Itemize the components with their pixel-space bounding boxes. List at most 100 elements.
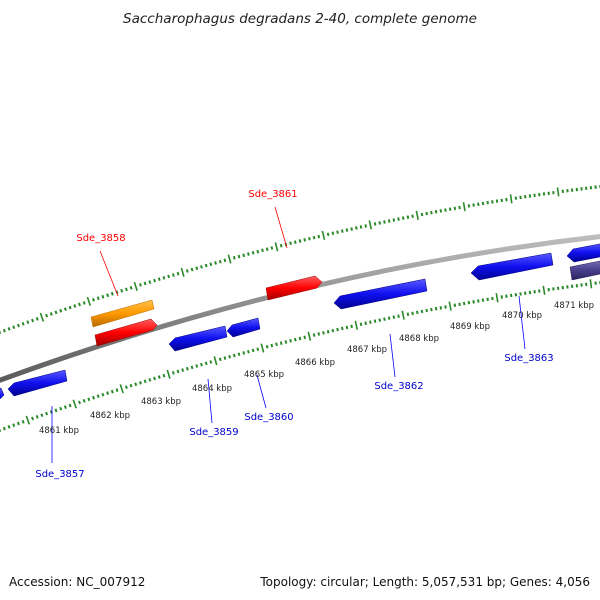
major-tick bbox=[448, 301, 452, 311]
minor-tick bbox=[270, 343, 274, 348]
gene-sde-3863[interactable] bbox=[470, 252, 554, 281]
gene-label[interactable]: Sde_3860 bbox=[244, 412, 293, 423]
minor-tick bbox=[458, 205, 461, 210]
minor-tick bbox=[481, 298, 485, 302]
minor-tick bbox=[500, 295, 503, 299]
minor-tick bbox=[190, 365, 194, 370]
gene-other-partial[interactable] bbox=[569, 260, 600, 281]
minor-tick bbox=[303, 238, 307, 242]
minor-tick bbox=[247, 252, 250, 256]
minor-tick bbox=[16, 421, 20, 426]
minor-tick bbox=[434, 306, 438, 311]
major-tick bbox=[39, 312, 45, 322]
minor-tick bbox=[185, 366, 189, 371]
minor-tick bbox=[143, 379, 147, 384]
gene-sde-3862[interactable] bbox=[333, 278, 428, 310]
major-tick bbox=[354, 320, 359, 330]
minor-tick bbox=[12, 325, 16, 330]
gene-sde-3857[interactable] bbox=[7, 369, 68, 397]
minor-tick bbox=[566, 285, 569, 289]
minor-tick bbox=[505, 294, 508, 298]
minor-tick bbox=[223, 356, 227, 360]
scale-label: 4862 kbp bbox=[90, 411, 130, 421]
minor-tick bbox=[340, 229, 344, 233]
minor-tick bbox=[284, 340, 288, 344]
gene-labels: Sde_3858 Sde_3861 Sde_3857 Sde_3859 Sde_… bbox=[35, 189, 553, 480]
scale-label: 4861 kbp bbox=[39, 426, 79, 436]
minor-tick bbox=[336, 327, 339, 332]
minor-tick bbox=[293, 337, 297, 342]
minor-tick bbox=[31, 318, 35, 323]
gene-sde-3858[interactable] bbox=[94, 318, 158, 347]
minor-tick bbox=[68, 403, 72, 408]
gene-label[interactable]: Sde_3861 bbox=[248, 189, 297, 200]
major-tick bbox=[415, 210, 419, 220]
minor-tick bbox=[453, 303, 457, 307]
upper-tick-track bbox=[0, 185, 600, 334]
gene-sde-3861[interactable] bbox=[265, 275, 323, 301]
minor-tick bbox=[73, 304, 77, 308]
minor-tick bbox=[326, 329, 330, 334]
minor-tick bbox=[214, 261, 217, 265]
minor-tick bbox=[533, 290, 536, 294]
minor-tick bbox=[570, 284, 574, 289]
minor-tick bbox=[96, 394, 100, 399]
minor-tick bbox=[92, 395, 95, 400]
scale-label: 4863 kbp bbox=[141, 397, 181, 407]
gene-label[interactable]: Sde_3859 bbox=[189, 427, 238, 438]
minor-tick bbox=[303, 335, 307, 340]
minor-tick bbox=[45, 411, 49, 416]
minor-tick bbox=[242, 351, 246, 355]
accession-text: Accession: NC_007912 bbox=[9, 575, 145, 589]
minor-tick bbox=[82, 301, 86, 305]
minor-tick bbox=[242, 253, 246, 258]
minor-tick bbox=[420, 212, 424, 217]
minor-tick bbox=[176, 271, 180, 276]
gene-sde-3858-highlight[interactable] bbox=[90, 299, 155, 328]
gene-label[interactable]: Sde_3857 bbox=[35, 469, 84, 480]
minor-tick bbox=[326, 232, 330, 237]
minor-tick bbox=[209, 360, 213, 364]
major-tick bbox=[401, 310, 405, 320]
minor-tick bbox=[406, 312, 410, 316]
minor-tick bbox=[359, 322, 363, 326]
minor-tick bbox=[218, 259, 222, 264]
minor-tick bbox=[462, 301, 466, 306]
minor-tick bbox=[298, 239, 302, 243]
minor-tick bbox=[350, 324, 353, 329]
major-tick bbox=[368, 220, 373, 230]
minor-tick bbox=[467, 300, 471, 305]
gene-sde-3856-partial[interactable] bbox=[0, 387, 5, 404]
minor-tick bbox=[31, 416, 35, 421]
gene-sde-3864-partial[interactable] bbox=[566, 243, 600, 263]
minor-tick bbox=[45, 313, 49, 318]
minor-tick bbox=[369, 320, 372, 324]
minor-tick bbox=[378, 221, 382, 225]
gene-sde-3860[interactable] bbox=[226, 317, 261, 338]
minor-tick bbox=[171, 371, 175, 375]
minor-tick bbox=[209, 262, 213, 267]
minor-tick bbox=[59, 308, 63, 313]
gene-label[interactable]: Sde_3858 bbox=[76, 233, 125, 244]
minor-tick bbox=[110, 291, 114, 296]
gene-label[interactable]: Sde_3863 bbox=[504, 353, 553, 364]
minor-tick bbox=[124, 385, 128, 390]
minor-tick bbox=[139, 381, 142, 385]
forward-strand-genes bbox=[90, 275, 323, 347]
minor-tick bbox=[570, 188, 574, 192]
gene-label[interactable]: Sde_3862 bbox=[374, 381, 423, 392]
major-tick bbox=[542, 285, 546, 295]
major-tick bbox=[166, 369, 171, 379]
minor-tick bbox=[195, 266, 199, 271]
minor-tick bbox=[378, 318, 382, 322]
minor-tick bbox=[162, 276, 166, 280]
minor-tick bbox=[139, 283, 142, 287]
minor-tick bbox=[519, 292, 522, 296]
major-tick bbox=[274, 242, 279, 252]
minor-tick bbox=[289, 339, 292, 343]
gene-sde-3859[interactable] bbox=[168, 325, 228, 352]
minor-tick bbox=[78, 400, 81, 405]
minor-tick bbox=[26, 320, 30, 325]
minor-tick bbox=[270, 246, 274, 250]
